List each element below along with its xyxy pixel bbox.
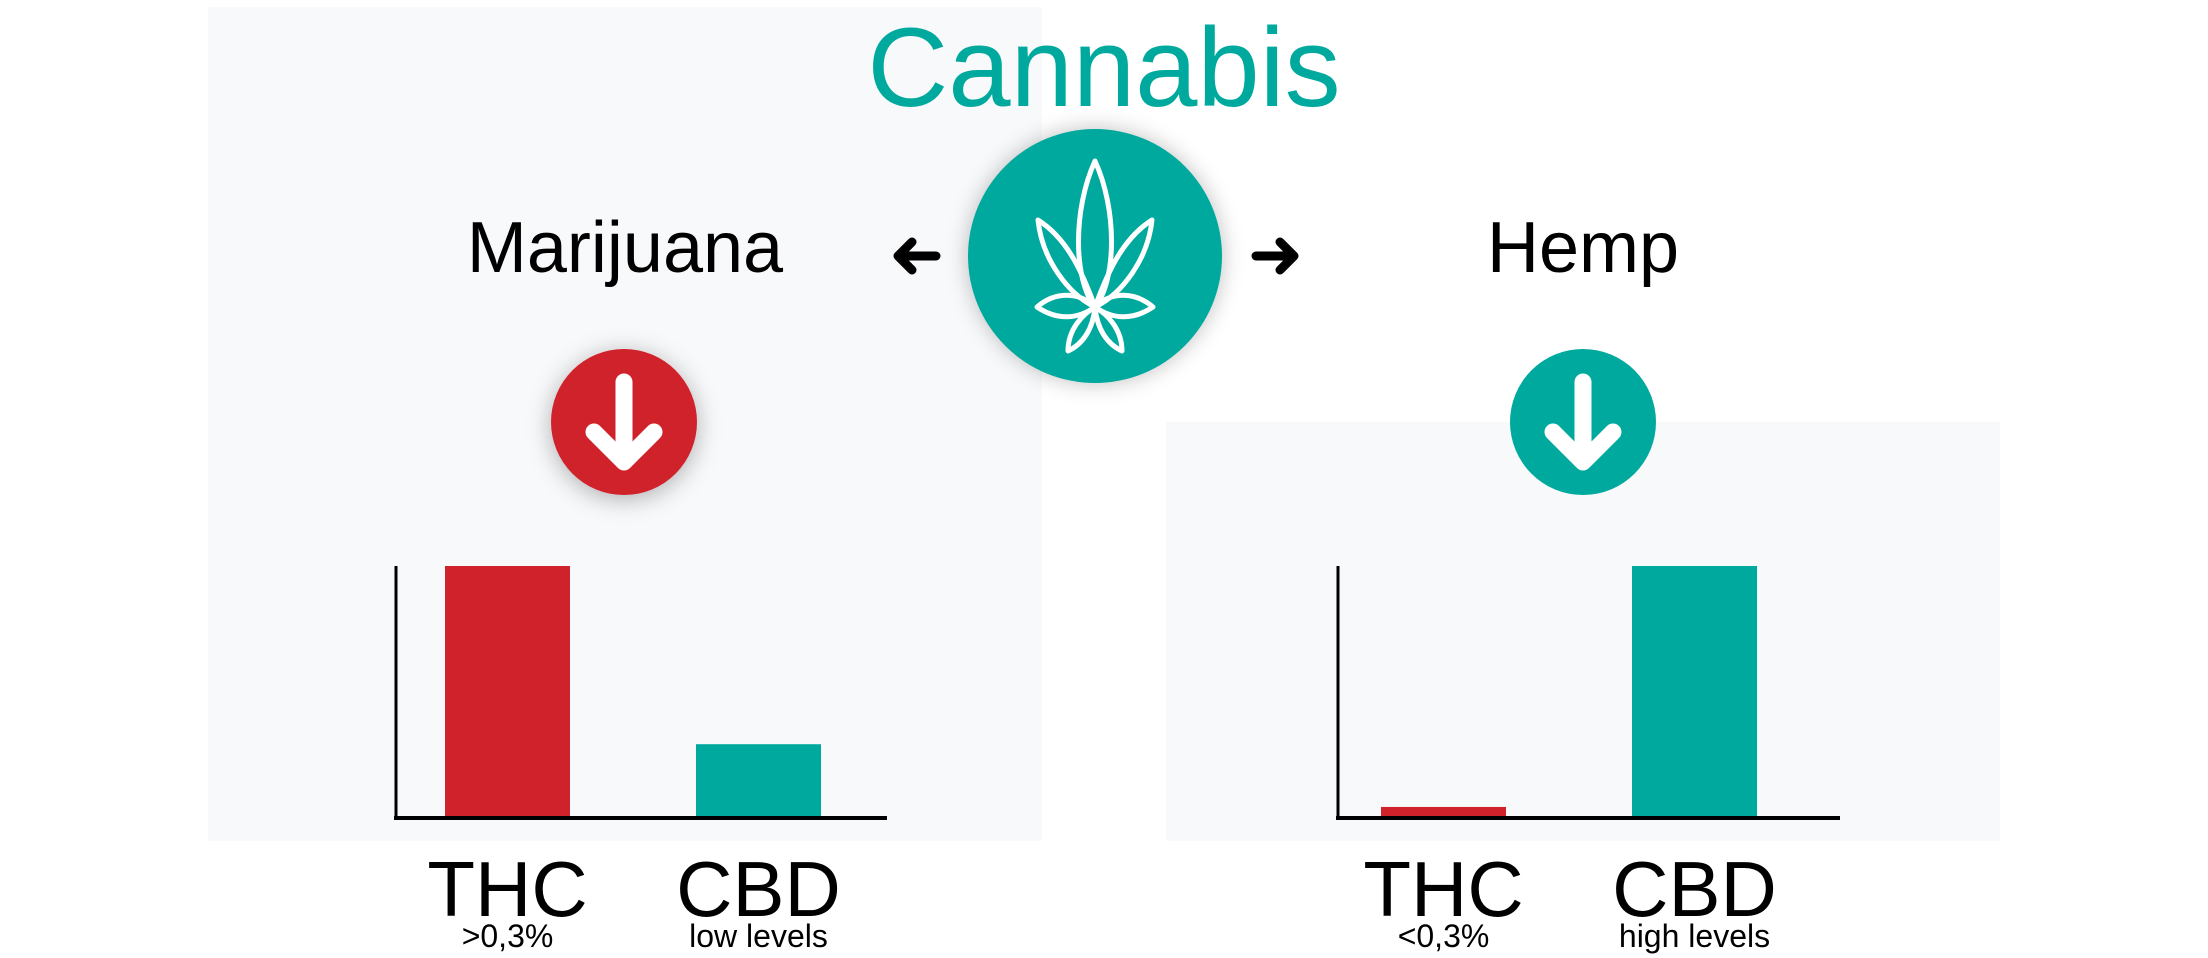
arrow-right-icon	[1251, 237, 1299, 275]
bar-cbd	[696, 744, 821, 817]
bar-thc	[1381, 806, 1506, 817]
bar-thc	[445, 566, 570, 817]
category-sublabel: <0,3%	[1397, 918, 1490, 954]
hemp-indicator	[1510, 349, 1656, 495]
bar-cbd	[1632, 566, 1757, 817]
arrow-left-icon	[893, 237, 941, 275]
category-sublabel: low levels	[689, 918, 828, 954]
category-label: THC	[427, 845, 588, 933]
category-label: THC	[1363, 845, 1524, 933]
cannabis-leaf-icon	[1034, 158, 1156, 354]
marijuana-indicator	[551, 349, 697, 495]
category-sublabel: high levels	[1618, 918, 1771, 954]
arrow-down-icon	[585, 373, 663, 471]
arrow-down-icon	[1544, 373, 1622, 471]
cannabis-circle	[968, 129, 1222, 383]
category-label: CBD	[1612, 845, 1777, 933]
category-sublabel: >0,3%	[461, 918, 554, 954]
hemp-label: Hemp	[1486, 208, 1680, 288]
title: Cannabis	[867, 5, 1341, 130]
category-label: CBD	[676, 845, 841, 933]
marijuana-label: Marijuana	[466, 208, 784, 288]
